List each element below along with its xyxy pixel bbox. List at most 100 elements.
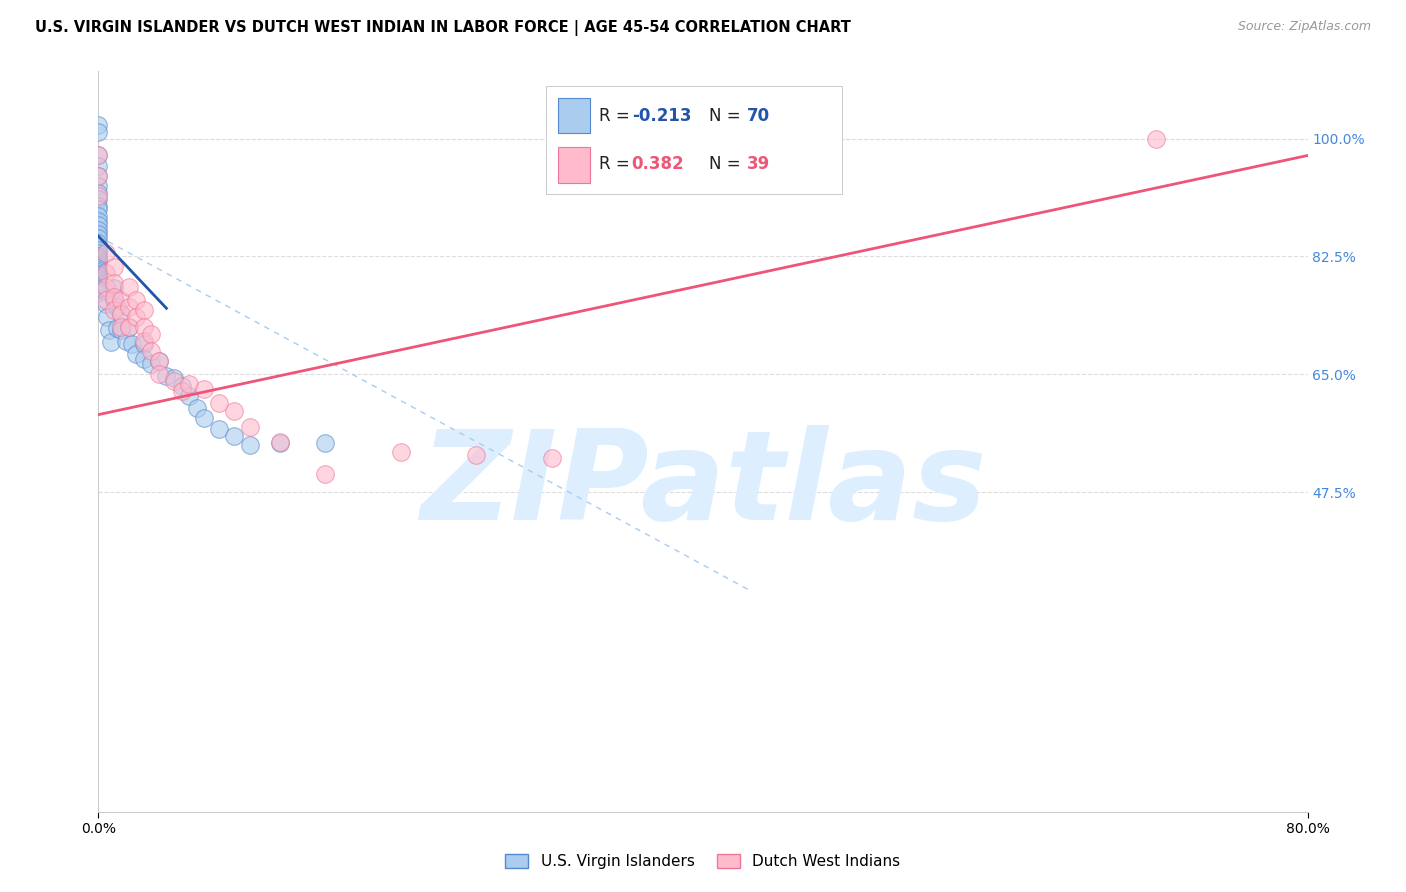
Point — [87, 249, 110, 263]
Point — [87, 263, 110, 277]
Point — [87, 199, 110, 213]
Point — [87, 235, 110, 250]
Point — [148, 353, 170, 368]
Point — [87, 231, 110, 245]
Point — [94, 266, 117, 280]
Point — [94, 279, 117, 293]
Point — [269, 434, 291, 449]
Point — [87, 192, 110, 206]
Point — [87, 148, 110, 162]
Point — [110, 293, 132, 308]
Point — [87, 178, 110, 193]
Text: U.S. VIRGIN ISLANDER VS DUTCH WEST INDIAN IN LABOR FORCE | AGE 45-54 CORRELATION: U.S. VIRGIN ISLANDER VS DUTCH WEST INDIA… — [35, 20, 851, 36]
Point — [87, 239, 110, 253]
Point — [87, 186, 110, 200]
Point — [110, 307, 132, 321]
Point — [465, 448, 488, 462]
Point — [110, 324, 132, 338]
Point — [87, 285, 110, 299]
Point — [87, 243, 110, 257]
Point — [94, 293, 117, 308]
Point — [132, 337, 155, 351]
Point — [98, 324, 121, 338]
Point — [186, 401, 208, 415]
Point — [94, 296, 117, 310]
Point — [148, 368, 170, 382]
Point — [87, 268, 110, 283]
Point — [105, 321, 128, 335]
Point — [100, 334, 122, 349]
Point — [118, 279, 141, 293]
Point — [87, 148, 110, 162]
Point — [103, 290, 125, 304]
Point — [103, 277, 125, 291]
Point — [87, 259, 110, 273]
Point — [87, 252, 110, 267]
Point — [87, 159, 110, 173]
Point — [87, 260, 110, 275]
Point — [125, 347, 148, 361]
Point — [87, 189, 110, 203]
Point — [103, 303, 125, 318]
Point — [141, 326, 163, 341]
Point — [87, 280, 110, 294]
Point — [389, 444, 412, 458]
Point — [103, 260, 125, 274]
Point — [208, 422, 231, 436]
Point — [141, 343, 163, 358]
Point — [87, 265, 110, 279]
Point — [87, 118, 110, 132]
Point — [193, 382, 215, 396]
Point — [121, 337, 143, 351]
Point — [224, 429, 246, 443]
Point — [269, 436, 291, 450]
Point — [87, 286, 110, 301]
Point — [87, 125, 110, 139]
Point — [224, 404, 246, 418]
Point — [208, 395, 231, 409]
Point — [132, 320, 155, 334]
Point — [114, 334, 136, 348]
Point — [118, 320, 141, 334]
Point — [314, 467, 336, 481]
Point — [105, 300, 128, 314]
Point — [179, 376, 201, 391]
Point — [179, 389, 201, 403]
Point — [132, 334, 155, 348]
Text: Source: ZipAtlas.com: Source: ZipAtlas.com — [1237, 20, 1371, 33]
Point — [125, 293, 148, 308]
Point — [87, 257, 110, 271]
Point — [132, 303, 155, 318]
Point — [96, 310, 118, 324]
Point — [148, 353, 170, 368]
Point — [87, 246, 110, 260]
Point — [103, 281, 125, 295]
Point — [87, 277, 110, 291]
Point — [87, 169, 110, 183]
Point — [87, 219, 110, 233]
Point — [110, 320, 132, 334]
Point — [163, 374, 186, 388]
Point — [87, 255, 110, 269]
Point — [87, 209, 110, 223]
Point — [163, 370, 186, 384]
Point — [125, 310, 148, 324]
Point — [93, 283, 115, 297]
Point — [87, 274, 110, 288]
Point — [87, 214, 110, 228]
Point — [94, 246, 117, 260]
Point — [110, 307, 132, 321]
Point — [87, 282, 110, 296]
Point — [87, 222, 110, 236]
Legend: U.S. Virgin Islanders, Dutch West Indians: U.S. Virgin Islanders, Dutch West Indian… — [499, 848, 907, 875]
Point — [239, 419, 262, 434]
Point — [87, 272, 110, 286]
Point — [118, 300, 141, 314]
Point — [87, 169, 110, 183]
Point — [141, 357, 163, 371]
Point — [103, 293, 125, 307]
Point — [132, 352, 155, 367]
Point — [87, 278, 110, 293]
Point — [540, 451, 562, 466]
Point — [239, 438, 262, 452]
